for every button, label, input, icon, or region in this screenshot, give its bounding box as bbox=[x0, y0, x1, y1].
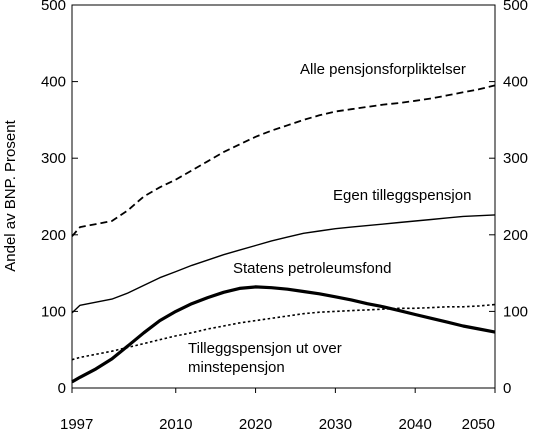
annotation-tilleggspensjon-line1: Tilleggspensjon ut over bbox=[188, 340, 342, 357]
x-tick-label: 2040 bbox=[399, 416, 432, 433]
x-tick-label: 2020 bbox=[239, 416, 272, 433]
y-ticks-left: 0 100 200 300 400 500 bbox=[41, 0, 78, 397]
y-tick-right-label: 400 bbox=[503, 74, 528, 91]
series-line-1 bbox=[71, 214, 496, 314]
series-line-2 bbox=[71, 285, 496, 384]
series-line-0 bbox=[71, 84, 496, 237]
annotation-tilleggspensjon-line2: minstepensjon bbox=[188, 359, 285, 376]
x-tick-label: 1997 bbox=[60, 416, 93, 433]
y-axis-title: Andel av BNP. Prosent bbox=[2, 119, 19, 271]
y-tick-left-label: 400 bbox=[41, 74, 66, 91]
y-tick-left-label: 0 bbox=[58, 380, 66, 397]
annotation-alle-pensjonsforpliktelser: Alle pensjonsforpliktelser bbox=[300, 61, 466, 78]
y-tick-right-label: 500 bbox=[503, 0, 528, 14]
annotation-statens-petroleumsfond: Statens petroleumsfond bbox=[233, 260, 391, 277]
y-tick-left-label: 100 bbox=[41, 303, 66, 320]
series-line-3 bbox=[71, 303, 496, 361]
plot-frame bbox=[71, 4, 496, 389]
y-tick-right-label: 200 bbox=[503, 227, 528, 244]
annotation-egen-tilleggspensjon: Egen tilleggspensjon bbox=[333, 187, 471, 204]
y-tick-right-label: 300 bbox=[503, 150, 528, 167]
y-tick-left-label: 300 bbox=[41, 150, 66, 167]
y-tick-right-label: 100 bbox=[503, 303, 528, 320]
y-tick-left-label: 500 bbox=[41, 0, 66, 14]
x-tick-label: 2050 bbox=[462, 416, 495, 433]
x-tick-label: 2010 bbox=[159, 416, 192, 433]
x-tick-label: 2030 bbox=[319, 416, 352, 433]
y-ticks-right: 0 100 200 300 400 500 bbox=[489, 0, 528, 397]
y-tick-left-label: 200 bbox=[41, 227, 66, 244]
y-tick-right-label: 0 bbox=[503, 380, 511, 397]
series-group bbox=[71, 84, 496, 384]
x-ticks: 1997 2010 2020 2030 2040 2050 bbox=[60, 388, 496, 433]
